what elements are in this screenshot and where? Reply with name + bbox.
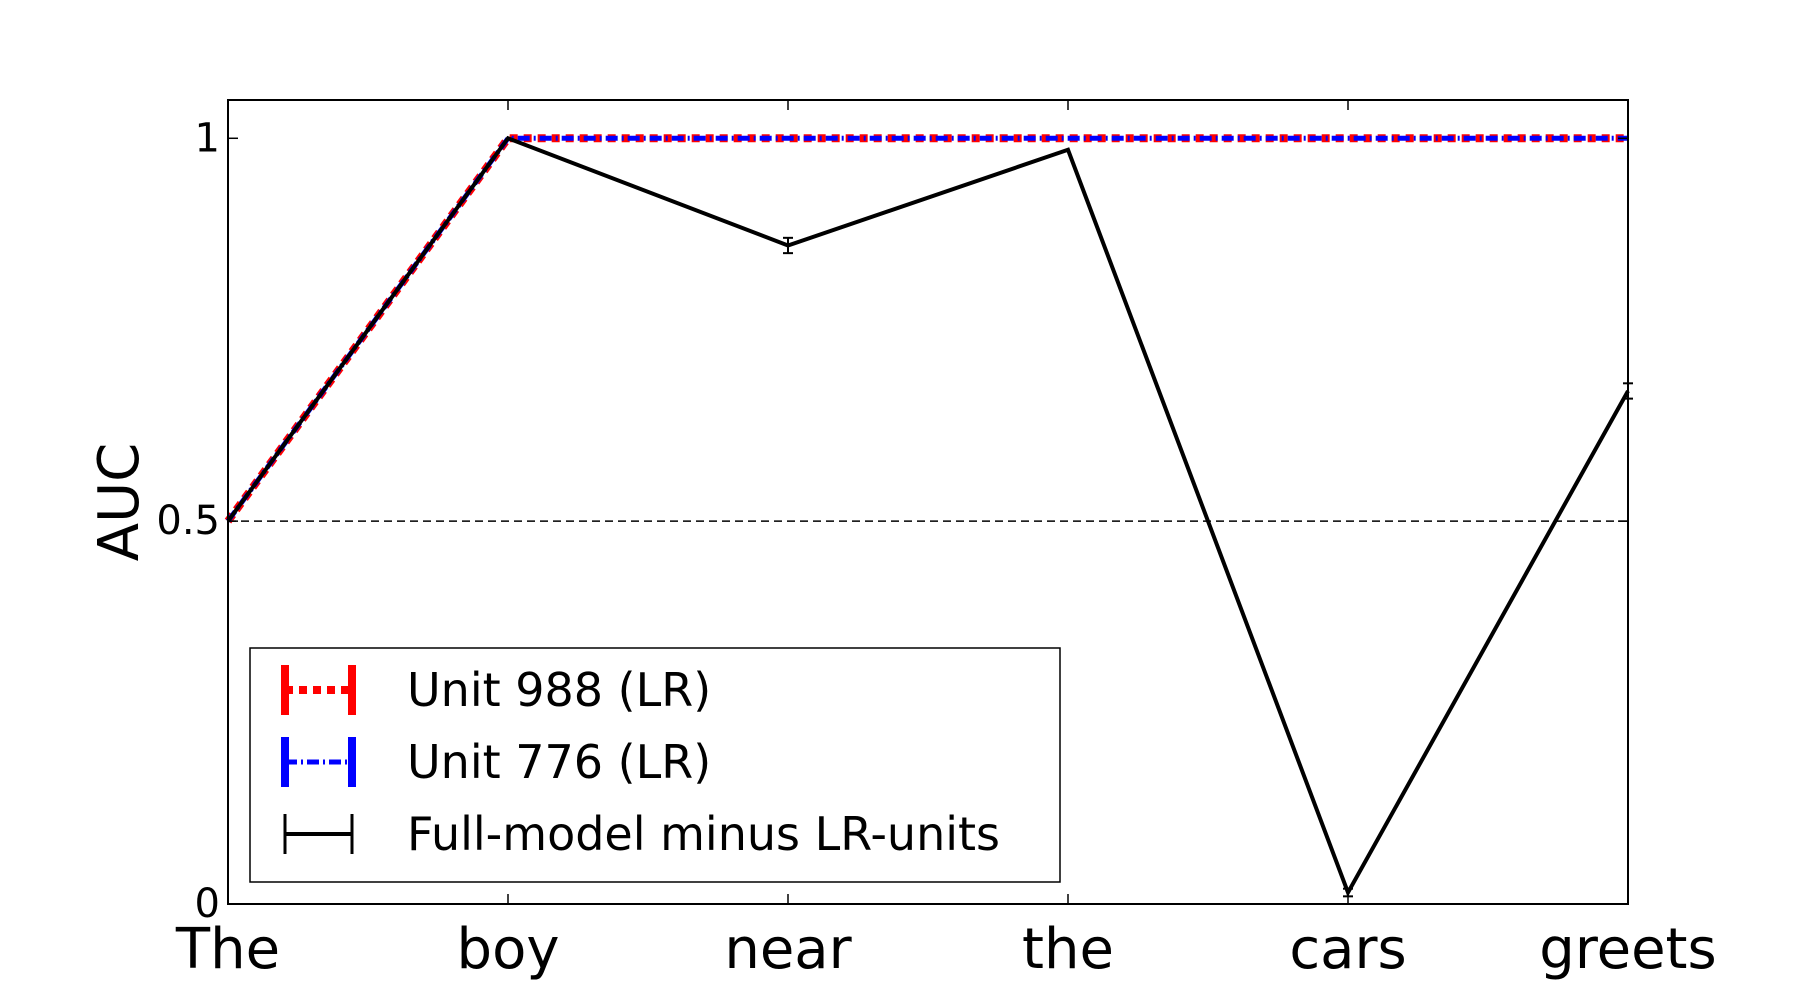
y-axis-label: AUC bbox=[87, 443, 152, 561]
y-tick-label: 0.5 bbox=[156, 498, 220, 544]
x-tick-label: near bbox=[724, 917, 852, 982]
legend: Unit 988 (LR) Unit 776 (LR) Full-model min… bbox=[249, 647, 1061, 883]
y-tick-label: 0 bbox=[195, 881, 220, 927]
x-tick-label: cars bbox=[1289, 917, 1406, 982]
legend-label-1: Unit 776 (LR) bbox=[407, 735, 711, 789]
x-tick-label: greets bbox=[1539, 917, 1716, 982]
x-tick-label: The bbox=[175, 917, 280, 982]
x-tick-label: boy bbox=[457, 917, 560, 982]
axis-layer: 0 0.5 1 The boy near the cars greets bbox=[156, 100, 1717, 982]
legend-label-0: Unit 988 (LR) bbox=[407, 663, 711, 717]
legend-box bbox=[249, 647, 1061, 883]
y-tick-label: 1 bbox=[195, 115, 220, 161]
legend-label-2: Full-model minus LR-units bbox=[407, 807, 1000, 861]
series-line-2 bbox=[226, 135, 1630, 898]
x-tick-label: the bbox=[1022, 917, 1114, 982]
plot-area-frame bbox=[227, 99, 1629, 905]
